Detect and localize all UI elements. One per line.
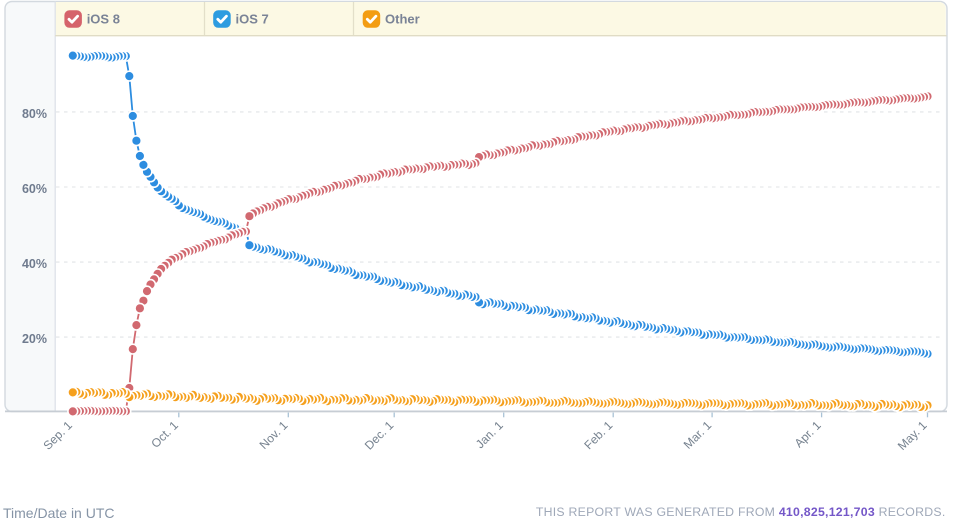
- svg-text:40%: 40%: [22, 257, 47, 271]
- svg-text:iOS 7: iOS 7: [236, 12, 269, 27]
- svg-text:80%: 80%: [22, 107, 47, 121]
- svg-text:Other: Other: [385, 12, 420, 27]
- svg-text:THIS REPORT WAS GENERATED FROM: THIS REPORT WAS GENERATED FROM 410,825,1…: [536, 505, 946, 519]
- svg-text:iOS 8: iOS 8: [87, 12, 120, 27]
- svg-text:20%: 20%: [22, 332, 47, 346]
- svg-text:60%: 60%: [22, 182, 47, 196]
- svg-text:Time/Date in UTC: Time/Date in UTC: [3, 505, 115, 521]
